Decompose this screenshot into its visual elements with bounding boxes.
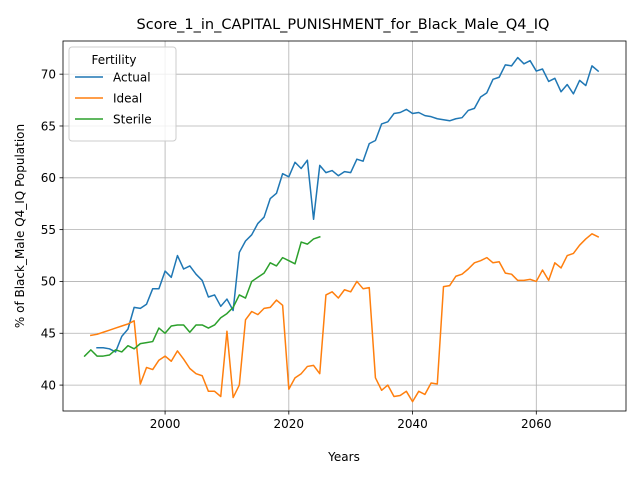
x-tick-label: 2000 [150,417,181,431]
y-tick-label: 70 [41,67,56,81]
legend-items: Actual Ideal Sterile [75,70,152,126]
x-axis-label: Years [327,450,360,464]
legend-box [68,46,177,142]
legend-label-sterile: Sterile [113,112,152,126]
x-tick-label: 2020 [274,417,305,431]
y-tick-label: 55 [41,223,56,237]
chart-title: Score_1_in_CAPITAL_PUNISHMENT_for_Black_… [137,17,550,33]
y-tick-label: 65 [41,119,56,133]
series-line-sterile [83,235,321,358]
x-tick-label: 2040 [397,417,428,431]
series-lines [83,56,600,403]
ticks: 2000 2020 2040 2060 40 45 50 55 60 65 70 [41,67,552,431]
x-tick-label: 2060 [521,417,552,431]
plot-frame [62,40,627,412]
y-tick-label: 40 [41,378,56,392]
series-line-actual [96,56,600,353]
y-tick-label: 45 [41,327,56,341]
y-tick-label: 60 [41,171,56,185]
legend-title: Fertility [91,53,136,67]
y-tick-label: 50 [41,275,56,289]
legend-label-ideal: Ideal [113,91,142,105]
series-line-ideal [89,233,600,403]
y-axis-label: % of Black_Male Q4_IQ Population [13,124,27,328]
legend: Fertility Actual Ideal Sterile [68,46,177,142]
legend-label-actual: Actual [113,70,151,84]
